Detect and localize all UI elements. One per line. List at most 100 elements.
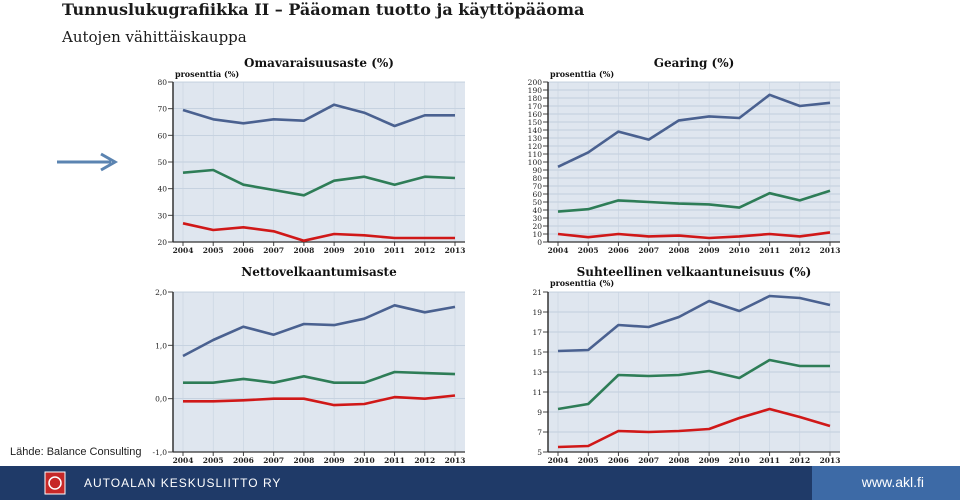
y-tick-label: 100 [528,158,543,167]
x-tick-label: 2011 [759,456,780,465]
footer-org-name: AUTOALAN KESKUSLIITTO RY [84,476,282,490]
y-tick-label: 17 [532,328,542,337]
y-tick-label: 13 [532,368,542,377]
series-line-2 [557,407,831,449]
y-tick-label: 7 [537,428,542,437]
y-tick-label: -1,0 [153,448,168,457]
x-tick-label: 2012 [789,246,810,255]
y-tick-label: 19 [532,308,542,317]
x-tick-label: 2009 [699,456,720,465]
x-tick-label: 2004 [548,456,569,465]
y-tick-label: 30 [532,214,542,223]
chart-omavaraisuusaste: Omavaraisuusaste (%) prosenttia (%) 20 30 40… [157,56,466,255]
series-line-0 [557,93,831,168]
unit-label: prosenttia (%) [175,69,239,79]
x-tick-label: 2004 [548,246,569,255]
x-tick-label: 2007 [263,456,284,465]
x-tick-label: 2013 [820,456,841,465]
series-line-2 [557,231,831,240]
x-tick-label: 2005 [203,246,224,255]
chart-gearing: Gearing (%) prosenttia (%) 010203040506070… [528,56,841,255]
x-tick-label: 2006 [233,246,254,255]
y-tick-label: 190 [528,86,543,95]
x-tick-label: 2012 [789,456,810,465]
x-tick-label: 2006 [608,456,629,465]
series-line-1 [182,168,456,197]
arrow-icon [57,152,119,172]
x-tick-label: 2008 [293,456,314,465]
y-tick-label: 15 [532,348,542,357]
y-tick-label: 170 [528,102,543,111]
footer-left: AUTOALAN KESKUSLIITTO RY [0,466,812,500]
y-tick-label: 20 [532,222,542,231]
unit-label: prosenttia (%) [550,278,614,288]
x-tick-label: 2006 [608,246,629,255]
y-tick-label: 21 [532,288,542,297]
y-tick-label: 30 [157,211,167,220]
x-tick-label: 2007 [263,246,284,255]
series-line-2 [182,222,455,242]
y-tick-label: 200 [528,78,543,87]
x-tick-label: 2013 [820,246,841,255]
y-tick-label: 120 [528,142,543,151]
x-tick-label: 2008 [293,246,314,255]
y-tick-label: 20 [157,238,167,247]
x-tick-label: 2004 [173,456,194,465]
x-tick-label: 2010 [354,456,375,465]
y-tick-label: 10 [532,230,542,239]
x-tick-label: 2012 [414,456,435,465]
y-tick-label: 150 [528,118,543,127]
footer-bar: AUTOALAN KESKUSLIITTO RY www.akl.fi [0,466,960,500]
chart-title: Suhteellinen velkaantuneisuus (%) [577,265,812,279]
y-tick-label: 9 [537,408,542,417]
x-tick-label: 2007 [638,246,659,255]
y-tick-label: 180 [528,94,543,103]
y-tick-label: 5 [537,448,542,457]
chart-nettovelkaantumisaste: Nettovelkaantumisaste -1,0 0,0 1,0 2,0 2004 20… [153,265,466,465]
x-tick-label: 2004 [173,246,194,255]
y-tick-label: 80 [532,174,542,183]
chart-suhteellinen-velkaantuneisuus: Suhteellinen velkaantuneisuus (%)prosent… [532,265,841,465]
series-line-0 [557,294,831,353]
slide-subtitle: Autojen vähittäiskauppa [62,28,247,46]
x-tick-label: 2008 [668,246,689,255]
x-tick-label: 2010 [729,246,750,255]
y-tick-label: 11 [532,388,542,397]
x-tick-label: 2013 [445,246,466,255]
y-tick-label: 70 [157,105,167,114]
y-tick-label: 40 [532,206,542,215]
chart-title: Gearing (%) [654,56,735,70]
y-tick-label: 50 [532,198,542,207]
x-tick-label: 2011 [759,246,780,255]
unit-label: prosenttia (%) [550,69,614,79]
x-tick-label: 2009 [324,456,345,465]
x-tick-label: 2006 [233,456,254,465]
x-tick-label: 2010 [729,456,750,465]
x-tick-label: 2009 [324,246,345,255]
x-tick-label: 2005 [578,456,599,465]
y-tick-label: 60 [157,131,167,140]
x-tick-label: 2012 [414,246,435,255]
chart-title: Omavaraisuusaste (%) [244,56,394,70]
source-note: Lähde: Balance Consulting [10,446,142,458]
y-tick-label: 1,0 [155,341,167,350]
x-tick-label: 2007 [638,456,659,465]
y-tick-label: 0 [537,238,542,247]
series-line-0 [182,103,455,128]
x-tick-label: 2013 [445,456,466,465]
akl-logo-icon [44,471,66,495]
x-tick-label: 2011 [384,456,405,465]
y-tick-label: 2,0 [155,288,167,297]
y-tick-label: 40 [157,185,167,194]
x-tick-label: 2011 [384,246,405,255]
x-tick-label: 2005 [578,246,599,255]
y-tick-label: 60 [532,190,542,199]
y-tick-label: 110 [528,150,543,159]
y-tick-label: 0,0 [155,395,167,404]
y-tick-label: 70 [532,182,542,191]
slide-title: Tunnuslukugrafiikka II – Pääoman tuotto … [62,0,585,19]
y-tick-label: 80 [157,78,167,87]
footer-url-link[interactable]: www.akl.fi [861,474,924,490]
series-line-1 [183,370,456,384]
series-line-1 [557,189,831,213]
